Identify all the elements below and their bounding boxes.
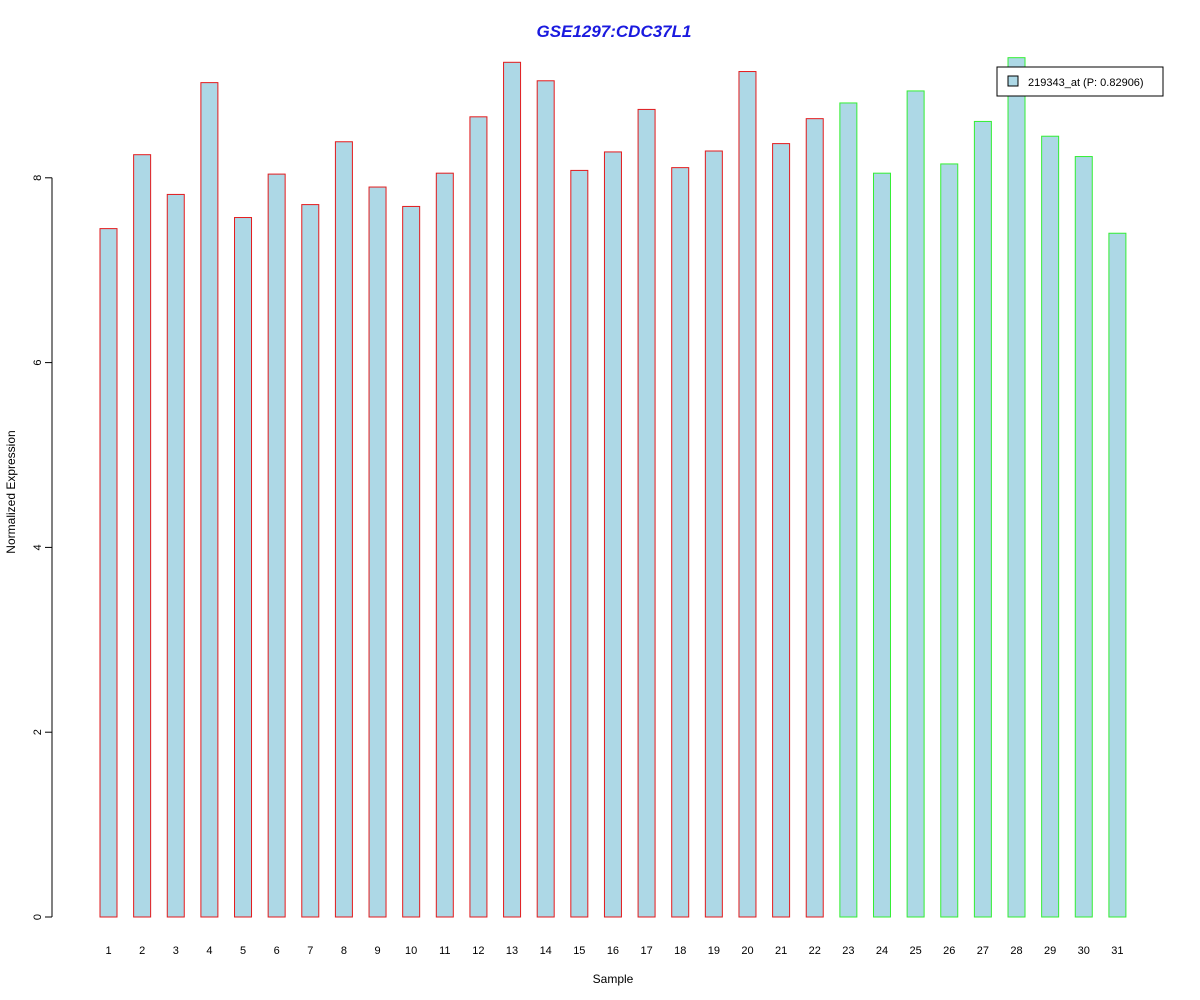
bar-sample-13 — [503, 61, 522, 918]
y-axis-label: Normalized Expression — [4, 430, 18, 553]
x-tick-label: 14 — [540, 945, 552, 957]
bar-sample-2 — [133, 154, 152, 918]
x-tick-label: 19 — [708, 945, 720, 957]
x-tick-label: 26 — [943, 945, 955, 957]
x-tick-label: 25 — [909, 945, 921, 957]
x-tick-label: 13 — [506, 945, 518, 957]
bar-sample-1 — [99, 228, 118, 918]
x-tick-label: 6 — [274, 945, 280, 957]
bar-sample-9 — [368, 186, 387, 918]
x-tick-label: 23 — [842, 945, 854, 957]
bar-sample-4 — [200, 82, 219, 918]
x-tick-labels: 1 2 3 4 5 6 7 8 9 10 11 12 13 14 15 16 17 18 19 20 21 22 23 24 2… — [105, 945, 1123, 957]
bar-sample-16 — [603, 151, 622, 918]
x-tick-label: 29 — [1044, 945, 1056, 957]
bar-group — [99, 57, 1127, 918]
bar-sample-10 — [402, 205, 421, 918]
x-tick-label: 10 — [405, 945, 417, 957]
x-tick-label: 16 — [607, 945, 619, 957]
bar-sample-15 — [570, 169, 589, 918]
x-tick-label: 11 — [439, 945, 450, 957]
bar-sample-24 — [872, 172, 891, 918]
bar-sample-29 — [1041, 135, 1060, 918]
legend-box — [996, 66, 1164, 97]
x-tick-label: 30 — [1078, 945, 1090, 957]
x-tick-label: 7 — [307, 945, 313, 957]
bar-sample-25 — [906, 90, 925, 918]
legend: 219343_at (P: 0.82906) — [996, 66, 1164, 97]
x-tick-label: 21 — [775, 945, 787, 957]
x-tick-label: 31 — [1111, 945, 1123, 957]
x-tick-label: 18 — [674, 945, 686, 957]
bar-sample-14 — [536, 80, 555, 918]
x-tick-label: 4 — [206, 945, 212, 957]
bar-sample-27 — [973, 120, 992, 918]
x-tick-label: 17 — [640, 945, 652, 957]
y-tick-label: 8 — [32, 175, 44, 181]
x-tick-label: 15 — [573, 945, 585, 957]
bar-sample-7 — [301, 204, 320, 918]
bar-sample-20 — [738, 71, 757, 918]
x-tick-label: 20 — [741, 945, 753, 957]
bar-sample-8 — [334, 141, 353, 918]
legend-label: 219343_at (P: 0.82906) — [1028, 77, 1144, 89]
bar-sample-12 — [469, 116, 488, 918]
x-tick-label: 8 — [341, 945, 347, 957]
bar-sample-26 — [940, 163, 959, 918]
bar-sample-23 — [839, 102, 858, 918]
legend-swatch — [1007, 75, 1019, 87]
x-tick-label: 28 — [1010, 945, 1022, 957]
x-tick-label: 22 — [809, 945, 821, 957]
bar-sample-5 — [234, 217, 253, 918]
bar-sample-11 — [435, 172, 454, 918]
x-tick-label: 27 — [977, 945, 989, 957]
x-tick-label: 1 — [105, 945, 111, 957]
x-axis-label: Sample — [593, 972, 634, 986]
bar-sample-28 — [1007, 57, 1026, 918]
x-tick-label: 2 — [139, 945, 145, 957]
bar-sample-18 — [671, 167, 690, 918]
x-tick-label: 3 — [173, 945, 179, 957]
y-tick-label: 2 — [32, 729, 44, 735]
bar-sample-17 — [637, 108, 656, 918]
bar-sample-22 — [805, 118, 824, 918]
bar-sample-6 — [267, 173, 286, 918]
bar-sample-21 — [772, 143, 791, 918]
x-tick-label: 9 — [374, 945, 380, 957]
x-tick-label: 24 — [876, 945, 888, 957]
x-tick-label: 12 — [472, 945, 484, 957]
chart-title: GSE1297:CDC37L1 — [537, 22, 692, 41]
bar-sample-30 — [1074, 156, 1093, 918]
bar-sample-19 — [704, 150, 723, 918]
y-axis: 0 2 4 6 8 — [32, 175, 53, 920]
y-tick-label: 0 — [32, 914, 44, 920]
bar-sample-31 — [1108, 232, 1127, 918]
y-tick-label: 4 — [32, 544, 44, 550]
y-tick-label: 6 — [32, 360, 44, 366]
x-tick-label: 5 — [240, 945, 246, 957]
bar-sample-3 — [166, 193, 185, 918]
